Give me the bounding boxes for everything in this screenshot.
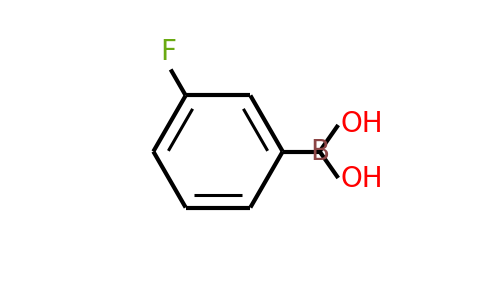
Text: F: F — [160, 38, 176, 66]
Text: B: B — [310, 137, 329, 166]
Text: OH: OH — [341, 165, 383, 193]
Text: OH: OH — [341, 110, 383, 138]
